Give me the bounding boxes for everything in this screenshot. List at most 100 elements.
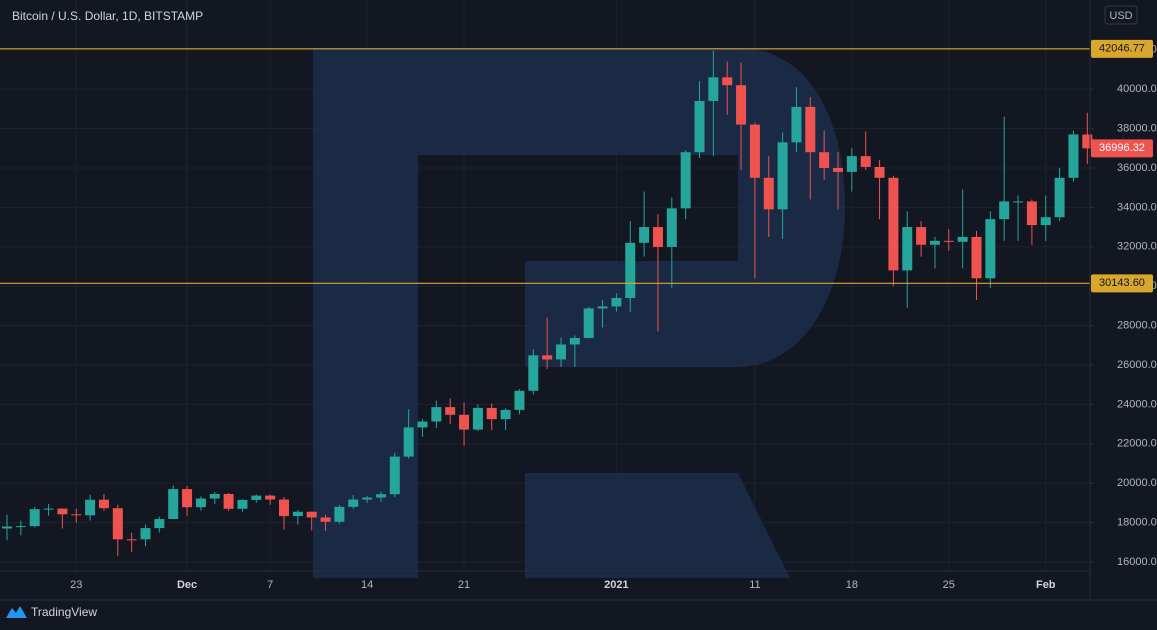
candle-body xyxy=(708,77,719,101)
y-tick-label: 18000.00 xyxy=(1117,516,1157,528)
currency-label[interactable]: USD xyxy=(1109,10,1132,22)
candle-body xyxy=(195,498,206,508)
candle-body xyxy=(209,494,220,499)
candle-body xyxy=(985,219,996,279)
candle-body xyxy=(472,407,483,430)
candle-body xyxy=(694,100,705,153)
candle-body xyxy=(763,177,774,210)
x-tick-label: 23 xyxy=(70,579,82,591)
candle-body xyxy=(85,499,96,516)
brand-logo[interactable] xyxy=(6,606,27,618)
candle-body xyxy=(639,227,650,243)
candle-body xyxy=(805,106,816,153)
y-tick-label: 22000.00 xyxy=(1117,438,1157,450)
candle-body xyxy=(1068,134,1079,178)
candle-body xyxy=(403,427,414,457)
candle-body xyxy=(874,166,885,178)
candle-body xyxy=(902,227,913,271)
x-tick-label: 25 xyxy=(943,579,955,591)
candle-body xyxy=(182,489,193,508)
candle-body xyxy=(777,142,788,210)
x-tick-label: Dec xyxy=(177,579,197,591)
candle-body xyxy=(431,407,442,422)
price-line-label: 30143.60 xyxy=(1099,277,1145,289)
y-tick-label: 20000.00 xyxy=(1117,477,1157,489)
brand-name[interactable]: TradingView xyxy=(31,605,97,619)
x-tick-label: 21 xyxy=(458,579,470,591)
y-tick-label: 36000.00 xyxy=(1117,162,1157,174)
candle-body xyxy=(916,227,927,245)
currency-box[interactable] xyxy=(1104,5,1138,25)
watermark xyxy=(313,48,845,578)
candle-body xyxy=(1082,134,1093,149)
y-tick-label: 34000.00 xyxy=(1117,201,1157,213)
x-tick-label: Feb xyxy=(1036,579,1056,591)
candle-body xyxy=(625,242,636,298)
price-line-tag xyxy=(1091,39,1153,58)
candle-body xyxy=(736,85,747,125)
candle-body xyxy=(486,407,497,420)
y-tick-label: 28000.00 xyxy=(1117,319,1157,331)
x-tick-label: 2021 xyxy=(604,579,628,591)
candle-body xyxy=(292,511,303,517)
candle-body xyxy=(168,489,179,520)
candle-body xyxy=(2,526,12,529)
plot-area xyxy=(0,48,1093,557)
candle-body xyxy=(971,236,982,279)
candle-body xyxy=(500,409,511,420)
candle-body xyxy=(389,456,400,495)
candle-body xyxy=(722,77,733,86)
candle-body xyxy=(375,494,386,498)
candle-body xyxy=(1040,217,1051,226)
candle-body xyxy=(611,297,622,307)
candle-body xyxy=(556,344,566,360)
y-tick-label: 26000.00 xyxy=(1117,359,1157,371)
candle-body xyxy=(791,106,802,143)
candle-body xyxy=(597,306,608,309)
candle-body xyxy=(57,508,68,515)
candle-body xyxy=(1026,201,1037,226)
last-price-tag xyxy=(1091,139,1153,158)
candle-body xyxy=(279,499,289,517)
candle-body xyxy=(223,494,234,509)
x-tick-label: 7 xyxy=(267,579,273,591)
axes: 16000.00 18000.00 20000.00 22000.00 24000.00… xyxy=(70,39,1157,591)
candle-body xyxy=(265,495,276,500)
candle-body xyxy=(542,355,553,360)
candle-body xyxy=(943,240,954,242)
candle-body xyxy=(749,124,760,178)
candle-body xyxy=(1054,177,1065,218)
candle-body xyxy=(680,152,691,209)
candle-body xyxy=(348,499,359,507)
candle-body xyxy=(43,508,54,510)
candle-body xyxy=(459,414,470,430)
candle-body xyxy=(846,156,857,172)
x-tick-label: 14 xyxy=(361,579,373,591)
x-tick-label: 11 xyxy=(749,579,760,591)
price-line-tag xyxy=(1091,274,1153,293)
candle-body xyxy=(237,499,248,509)
y-tick-label: 24000.00 xyxy=(1117,398,1157,410)
candle-body xyxy=(334,506,345,522)
candle-body xyxy=(98,499,109,509)
candle-body xyxy=(29,509,40,527)
candle-body xyxy=(888,177,899,271)
candle-body xyxy=(583,308,594,338)
y-tick-label: 32000.00 xyxy=(1117,241,1157,253)
candle-body xyxy=(833,167,843,172)
candle-body xyxy=(15,526,26,528)
candle-body xyxy=(112,508,123,540)
price-line-label: 42046.77 xyxy=(1099,43,1145,55)
candle-body xyxy=(666,208,677,247)
candle-body xyxy=(860,156,871,167)
candle-body xyxy=(528,355,539,391)
candle-body xyxy=(71,514,82,516)
candle-body xyxy=(1013,201,1024,203)
candle-body xyxy=(652,227,663,247)
candle-body xyxy=(154,519,165,529)
candle-body xyxy=(362,497,373,500)
y-tick-label: 16000.00 xyxy=(1117,556,1157,568)
chart-title: Bitcoin / U.S. Dollar, 1D, BITSTAMP xyxy=(12,9,203,23)
candle-body xyxy=(306,511,317,518)
